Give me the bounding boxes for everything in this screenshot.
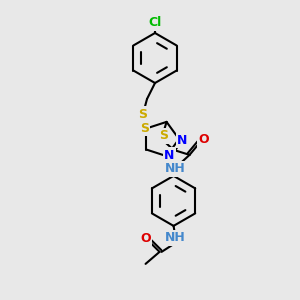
Text: NH: NH xyxy=(165,231,186,244)
Text: O: O xyxy=(198,134,209,146)
Text: Cl: Cl xyxy=(148,16,162,29)
Text: O: O xyxy=(140,232,151,245)
Text: S: S xyxy=(159,129,168,142)
Text: S: S xyxy=(139,107,148,121)
Text: NH: NH xyxy=(165,162,186,176)
Text: N: N xyxy=(177,134,187,146)
Text: N: N xyxy=(164,148,175,162)
Text: S: S xyxy=(140,122,149,135)
